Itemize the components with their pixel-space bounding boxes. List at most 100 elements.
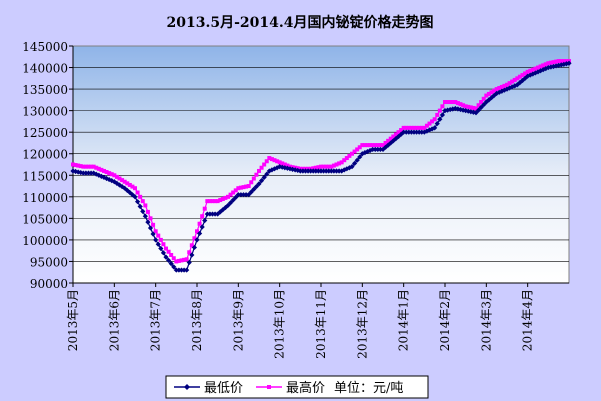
data-point-min (545, 64, 551, 71)
y-tick-label: 120000 (22, 148, 68, 162)
data-point-min (163, 254, 169, 260)
data-point-min (233, 194, 239, 200)
data-point-min (349, 164, 355, 170)
data-point-min (437, 116, 443, 122)
data-point-min (165, 257, 172, 263)
data-point-max (417, 125, 422, 130)
data-point-max (443, 100, 447, 105)
data-point-max (342, 158, 347, 163)
data-point-max (195, 229, 199, 234)
data-point-max (440, 104, 445, 109)
data-point-min (186, 259, 192, 266)
data-point-max (406, 125, 411, 130)
data-point-max (507, 81, 512, 86)
data-point-max (280, 161, 285, 166)
data-point-max (223, 195, 228, 200)
data-point-max (324, 164, 329, 169)
data-point-max (554, 59, 559, 64)
data-point-min (357, 154, 363, 160)
data-point-max (445, 100, 450, 105)
data-point-max (461, 103, 466, 108)
chart-title: 2013.5月-2014.4月国内铋锭价格走势图 (167, 14, 434, 31)
data-point-max (91, 164, 96, 169)
data-point-max (125, 181, 130, 186)
data-point-max (404, 125, 409, 130)
y-tick-label: 105000 (22, 212, 68, 226)
y-tick-label: 135000 (22, 83, 68, 97)
data-point-min (147, 225, 154, 231)
data-point-max (435, 112, 440, 117)
data-point-max (360, 143, 365, 148)
data-point-max (561, 59, 566, 64)
y-tick-label: 95000 (30, 255, 68, 269)
data-point-max (481, 96, 486, 101)
data-point-max (269, 157, 274, 162)
data-point-max (133, 186, 137, 191)
data-point-max (267, 156, 272, 161)
data-point-max (381, 143, 385, 148)
x-tick-label: 2013年10月 (273, 289, 287, 359)
data-point-max (192, 236, 197, 241)
data-point-max (543, 62, 548, 67)
data-point-min (191, 244, 198, 251)
data-point-max (107, 171, 112, 176)
data-point-min (109, 178, 115, 184)
data-point-max (430, 119, 435, 124)
data-point-max (262, 162, 267, 167)
data-point-max (122, 179, 127, 184)
data-point-max (231, 190, 236, 195)
data-point-max (559, 59, 564, 64)
data-point-min (189, 252, 195, 258)
data-point-max (145, 209, 150, 214)
data-point-max (476, 103, 481, 108)
data-point-max (319, 164, 323, 169)
data-point-min (171, 264, 177, 270)
data-point-max (373, 143, 378, 148)
data-point-min (227, 200, 234, 206)
data-point-max (197, 221, 202, 226)
data-point-max (135, 190, 140, 195)
data-point-min (424, 128, 430, 134)
data-point-max (81, 164, 86, 169)
data-point-max (393, 132, 398, 137)
data-point-min (142, 213, 148, 219)
data-point-min (354, 157, 360, 163)
data-point-max (499, 84, 504, 89)
y-tick-label: 140000 (22, 62, 68, 76)
data-point-max (311, 166, 316, 171)
data-point-max (551, 60, 556, 65)
data-point-max (140, 199, 145, 204)
data-point-max (375, 143, 380, 148)
data-point-max (396, 130, 401, 135)
data-point-max (362, 143, 367, 148)
data-point-max (492, 88, 497, 93)
data-point-max (497, 86, 502, 91)
legend: 最低价 最高价 单位：元/吨 (165, 375, 429, 399)
data-point-min (140, 208, 146, 214)
data-point-max (171, 256, 176, 261)
legend-label-max: 最高价 (286, 380, 325, 396)
x-tick-label: 2014年4月 (521, 289, 535, 351)
data-point-min (202, 217, 208, 224)
data-point-min (501, 87, 508, 93)
data-point-max (466, 104, 471, 109)
data-point-max (272, 158, 277, 163)
data-point-min (253, 183, 260, 190)
legend-unit: 单位：元/吨 (334, 381, 403, 396)
data-point-max (83, 164, 88, 169)
data-point-max (257, 168, 261, 173)
data-point-max (486, 91, 491, 96)
data-point-min (251, 186, 257, 192)
data-point-min (230, 197, 236, 203)
data-point-max (189, 243, 194, 248)
data-point-max (546, 61, 551, 66)
y-tick-label: 90000 (30, 277, 68, 291)
data-point-max (427, 121, 432, 126)
data-point-max (215, 199, 220, 204)
data-point-max (254, 172, 259, 177)
data-point-max (277, 160, 282, 165)
data-point-max (541, 63, 546, 68)
data-point-min (199, 224, 205, 230)
data-point-max (502, 83, 507, 88)
data-point-max (399, 128, 404, 133)
